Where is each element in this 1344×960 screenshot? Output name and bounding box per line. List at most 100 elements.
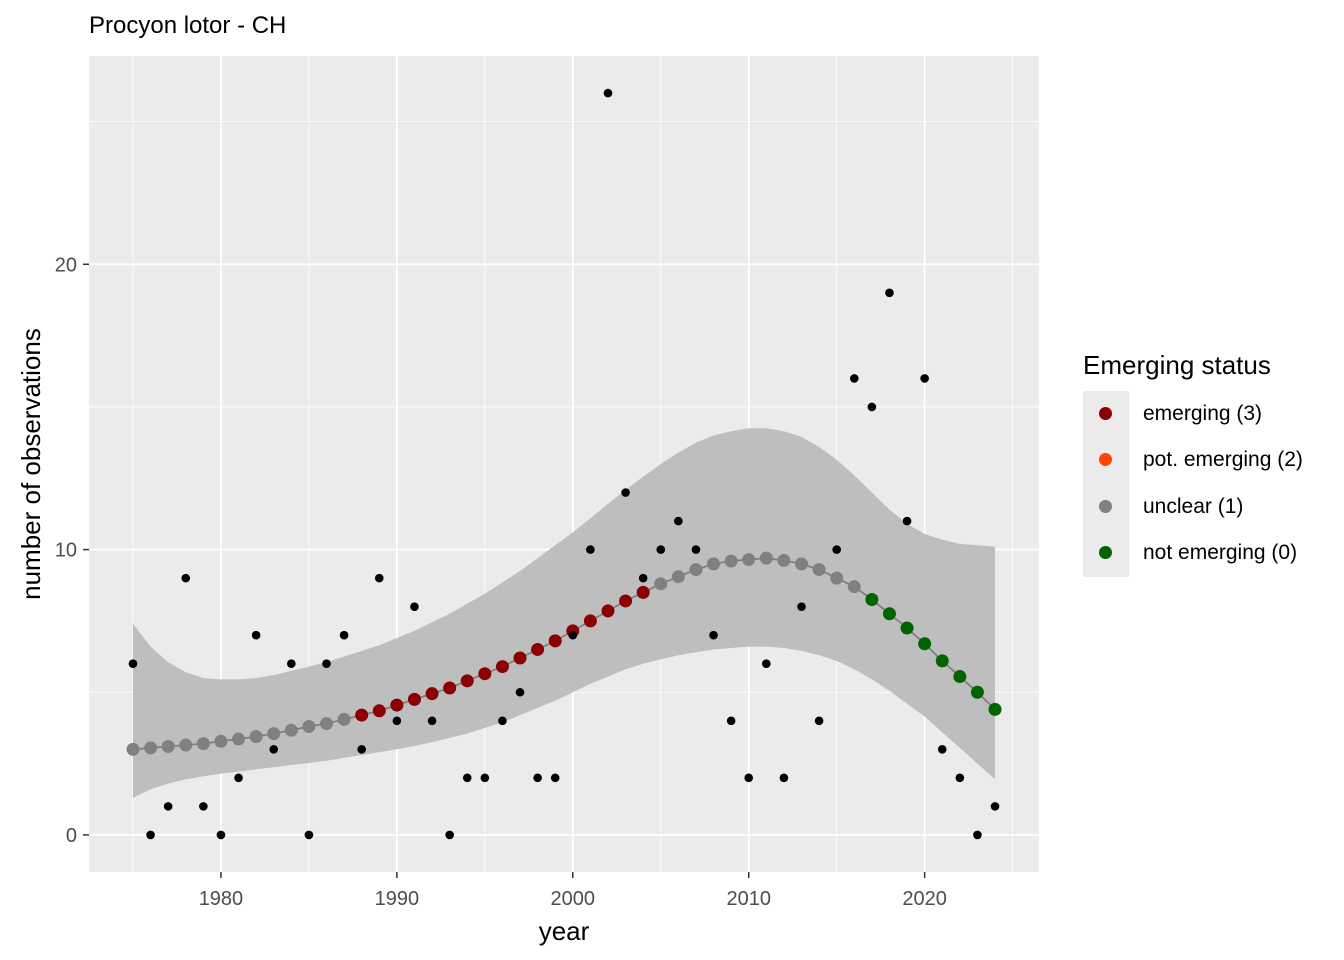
fit-point [847,580,861,594]
legend-label-unclear: unclear (1) [1143,494,1244,518]
observation-point [146,830,155,840]
observation-point [216,830,226,840]
legend-dot-unclear [1099,499,1112,513]
observation-point [498,716,507,726]
fit-point [320,717,333,731]
observation-point [199,802,208,811]
fit-point [882,607,896,621]
observation-point [568,630,578,640]
observation-point [269,745,279,754]
observation-point [392,716,402,726]
fit-point [619,594,633,608]
fit-point [865,593,879,607]
observation-point [462,773,472,783]
observation-point [163,802,173,811]
observation-point [445,830,454,840]
observation-point [744,773,754,783]
fit-point [355,708,369,722]
fit-points [126,551,1002,756]
fit-point [460,674,474,688]
fit-point [144,741,158,755]
fit-point [513,651,527,665]
x-axis-label: year [539,916,590,946]
observation-point [849,374,859,383]
fit-point [337,712,351,726]
fit-point [812,563,826,577]
fit-point [443,681,457,695]
observation-point [181,573,191,583]
x-tick-label: 2020 [902,888,947,910]
fit-point [284,723,298,737]
fit-point [495,660,509,674]
observation-point [937,745,947,754]
observation-point [797,602,806,611]
observation-point [410,602,419,611]
observation-point [779,773,789,783]
legend-dot-emerging [1099,407,1112,420]
observation-point [726,716,736,726]
observation-point [920,374,929,383]
fit-point [671,570,685,584]
fit-point [407,692,421,706]
fit-point [689,563,703,577]
y-axis: 0 10 20 [55,254,89,847]
legend-label-emerging: emerging (3) [1143,402,1263,425]
fit-point [795,557,808,571]
fit-point [232,732,246,746]
observation-point [674,516,683,526]
fit-point [724,554,738,568]
observation-point [814,716,824,726]
observation-point [550,773,560,783]
observation-point [533,773,542,783]
observation-point [990,802,1000,811]
fit-point [654,577,668,591]
fit-point [249,729,263,743]
observation-point [427,716,437,726]
observation-point [515,687,525,697]
fit-point [548,634,562,648]
fit-point [830,571,844,585]
legend: Emerging status emerging (3) pot. emergi… [1083,350,1303,577]
observation-point [691,545,701,554]
y-axis-label: number of observations [16,328,46,600]
observation-point [973,830,982,840]
legend-label-not-emerging: not emerging (0) [1143,541,1298,565]
y-tick-label: 20 [55,254,77,276]
fit-point [583,614,597,628]
legend-title: Emerging status [1083,350,1271,380]
fit-point [478,667,492,681]
fit-point [777,553,791,567]
observation-point [638,573,648,583]
x-tick-label: 2000 [551,888,596,910]
observation-point [339,630,349,640]
fit-point [214,734,228,748]
fit-point [988,702,1002,716]
observation-point [374,573,384,583]
fit-point [531,642,545,656]
fit-point [126,742,140,756]
fit-point [267,727,281,741]
observation-point [902,516,912,526]
observation-points [128,88,1000,840]
fit-point [900,621,914,635]
observation-point [287,659,296,669]
observation-point [603,88,613,98]
observation-point [251,630,261,640]
fit-point [953,670,967,684]
fit-point [970,685,984,699]
y-tick-label: 0 [66,825,77,847]
observation-point [128,659,138,669]
observation-point [357,745,366,754]
observation-point [762,659,771,669]
observation-point [304,830,314,840]
observation-point [709,630,718,640]
fit-point [601,604,615,618]
legend-label-pot-emerging: pot. emerging (2) [1143,448,1303,472]
fit-point [196,737,210,751]
fit-point [759,551,773,565]
observation-point [480,773,490,783]
y-tick-label: 10 [55,540,77,562]
fit-point [161,739,175,753]
confidence-ribbon [133,428,995,798]
